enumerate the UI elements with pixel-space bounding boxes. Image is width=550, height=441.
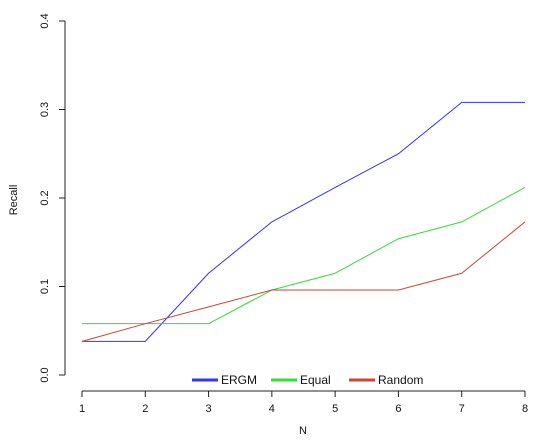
x-tick-label: 6 (395, 403, 401, 415)
x-tick-label: 4 (269, 403, 275, 415)
series-line-equal (82, 186, 526, 325)
series-line-random (81, 221, 526, 342)
legend: ERGM Equal Random (192, 373, 423, 387)
y-tick-label: 0.4 (39, 13, 51, 28)
x-tick-label: 7 (459, 403, 465, 415)
x-tick-label: 2 (142, 403, 148, 415)
legend-label-equal: Equal (300, 373, 331, 387)
x-tick-label: 1 (79, 403, 85, 415)
x-axis: 1 2 3 4 5 6 7 8 (79, 390, 528, 415)
plot-lines (81, 101, 526, 342)
legend-label-ergm: ERGM (221, 373, 257, 387)
y-tick-label: 0.2 (39, 190, 51, 205)
y-tick-label: 0.1 (39, 279, 51, 294)
x-tick-label: 3 (206, 403, 212, 415)
y-axis: 0.0 0.1 0.2 0.3 0.4 (39, 13, 66, 383)
series-line-ergm (82, 101, 525, 342)
y-tick-label: 0.0 (39, 367, 51, 382)
y-tick-label: 0.3 (39, 102, 51, 117)
x-tick-label: 8 (522, 403, 528, 415)
legend-label-random: Random (378, 373, 423, 387)
x-axis-title: N (299, 425, 307, 437)
y-axis-title: Recall (8, 185, 20, 216)
x-tick-label: 5 (332, 403, 338, 415)
